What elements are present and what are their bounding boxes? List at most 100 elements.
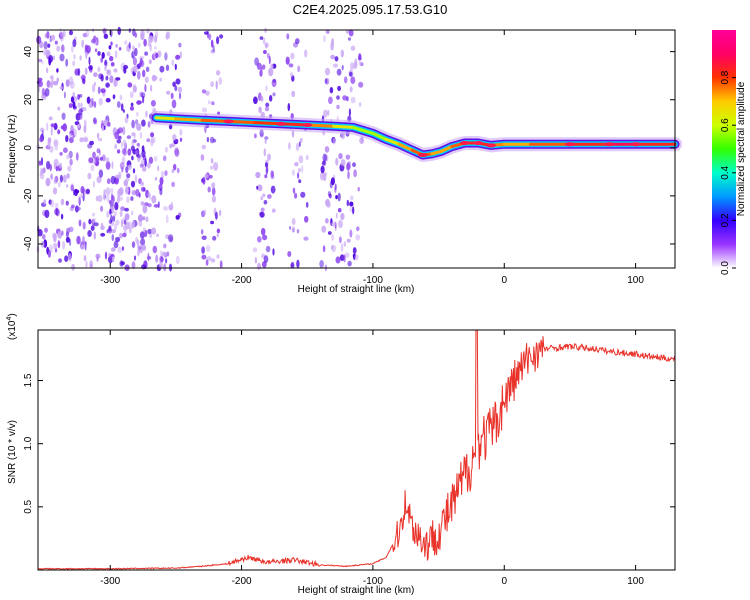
noise-speckle (100, 74, 104, 82)
noise-speckle (339, 236, 342, 244)
noise-speckle (106, 178, 111, 185)
noise-speckle (335, 157, 339, 166)
noise-speckle (349, 201, 354, 207)
signal-peak (223, 119, 234, 124)
noise-speckle (291, 90, 296, 98)
noise-speckle (57, 181, 61, 188)
signal-core-segment (174, 117, 204, 122)
noise-speckle (75, 206, 81, 211)
noise-speckle (104, 59, 108, 66)
noise-speckle (142, 166, 147, 172)
noise-speckle (358, 60, 362, 66)
noise-speckle (42, 234, 46, 240)
noise-speckle (56, 68, 59, 73)
noise-speckle (160, 249, 163, 257)
noise-speckle (66, 227, 70, 235)
noise-speckle (77, 123, 81, 129)
noise-speckle (142, 69, 146, 78)
heatmap-x-tick-label: 100 (627, 275, 644, 286)
noise-speckle (139, 163, 144, 168)
noise-speckle (97, 194, 103, 203)
noise-speckle (77, 68, 81, 76)
noise-speckle (113, 79, 117, 87)
noise-speckle (139, 231, 145, 239)
noise-speckle (171, 169, 175, 173)
noise-speckle (291, 129, 295, 138)
noise-speckle (91, 38, 96, 44)
noise-speckle (46, 31, 50, 39)
noise-speckle (357, 56, 362, 61)
noise-speckle (296, 259, 300, 268)
noise-speckle (116, 139, 122, 144)
noise-speckle (121, 167, 124, 173)
noise-speckle (38, 58, 43, 63)
noise-speckle (82, 78, 86, 85)
noise-speckle (57, 106, 61, 111)
noise-speckle (216, 254, 220, 259)
noise-speckle (270, 185, 276, 194)
noise-speckle (111, 234, 115, 242)
noise-speckle (67, 253, 72, 262)
noise-speckle (207, 100, 211, 105)
noise-speckle (165, 258, 168, 264)
noise-speckle (135, 123, 140, 130)
noise-speckle (119, 232, 123, 239)
noise-speckle (166, 251, 170, 257)
noise-speckle (82, 32, 88, 38)
noise-speckle (100, 225, 105, 231)
noise-speckle (61, 44, 65, 53)
noise-speckle (106, 69, 112, 76)
noise-speckle (58, 258, 62, 263)
noise-speckle (110, 175, 116, 185)
noise-speckle (131, 241, 136, 249)
noise-speckle (159, 261, 163, 269)
noise-speckle (105, 194, 110, 202)
noise-speckle (162, 155, 167, 162)
noise-speckle (88, 157, 94, 164)
noise-speckle (87, 230, 92, 237)
noise-speckle (108, 225, 112, 232)
noise-speckle (325, 29, 330, 34)
noise-speckle (165, 214, 169, 224)
signal-core-segment (154, 116, 178, 121)
noise-speckle (61, 198, 65, 205)
noise-speckle (201, 89, 207, 94)
noise-speckle (114, 143, 118, 150)
colorbar-ticks: 0.0 0.2 0.4 0.6 0.8 (720, 70, 736, 275)
noise-speckle (124, 116, 129, 124)
noise-speckle (356, 226, 360, 232)
noise-speckle (266, 52, 270, 59)
noise-speckle (152, 245, 158, 254)
noise-speckle (46, 160, 51, 170)
noise-speckle (179, 51, 182, 59)
noise-speckle (43, 199, 47, 205)
noise-speckle (155, 52, 159, 59)
noise-speckle (85, 52, 88, 59)
noise-speckle (216, 228, 221, 234)
noise-speckle (263, 255, 269, 263)
noise-speckle (162, 251, 167, 257)
noise-speckle (202, 176, 206, 185)
noise-speckle (328, 96, 333, 105)
noise-speckle (137, 248, 140, 257)
noise-speckle (298, 141, 301, 148)
heatmap-y-tick-label: 0 (23, 145, 34, 151)
noise-speckle (143, 187, 146, 192)
noise-speckle (258, 92, 262, 101)
noise-speckle (84, 44, 89, 53)
noise-speckle (257, 62, 262, 70)
noise-speckle (358, 81, 364, 88)
noise-speckle (124, 213, 130, 221)
signal-peak (564, 142, 575, 147)
noise-speckle (335, 195, 338, 200)
noise-speckle (175, 78, 181, 85)
noise-speckle (263, 200, 268, 205)
noise-speckle (285, 56, 290, 65)
noise-speckle (271, 79, 277, 88)
noise-speckle (179, 137, 183, 142)
colorbar: 0.0 0.2 0.4 0.6 0.8 Normalized spectral ampl… (712, 30, 747, 275)
signal-peak (486, 143, 497, 148)
noise-speckle (138, 62, 142, 66)
noise-speckle (340, 243, 344, 252)
